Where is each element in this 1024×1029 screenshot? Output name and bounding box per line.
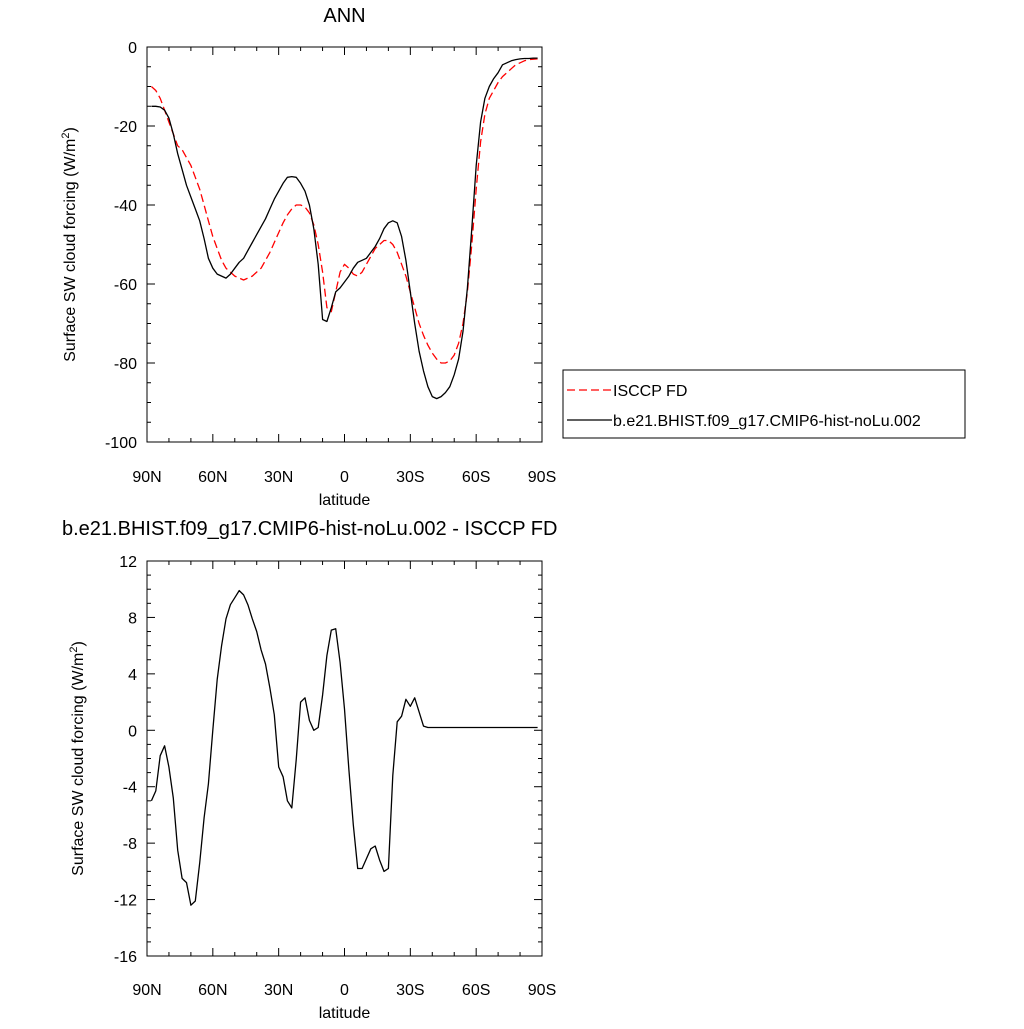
x-tick-label: 60N bbox=[198, 469, 227, 486]
x-tick-label: 60N bbox=[198, 982, 227, 999]
x-axis-label: latitude bbox=[319, 492, 371, 509]
y-tick-label: -60 bbox=[114, 277, 137, 294]
plot-frame bbox=[146, 560, 543, 957]
y-tick-label: 8 bbox=[128, 610, 137, 627]
y-axis-label: Surface SW cloud forcing (W/m2) bbox=[68, 641, 87, 876]
x-tick-label: 0 bbox=[340, 982, 349, 999]
y-tick-label: -16 bbox=[114, 949, 137, 966]
y-tick-label: 12 bbox=[119, 554, 137, 571]
y-axis-label: Surface SW cloud forcing (W/m2) bbox=[60, 127, 79, 362]
y-tick-label: -12 bbox=[114, 893, 137, 910]
x-tick-label: 30N bbox=[264, 469, 293, 486]
x-tick-label: 90S bbox=[528, 469, 556, 486]
y-tick-label: 0 bbox=[128, 723, 137, 740]
legend-label: b.e21.BHIST.f09_g17.CMIP6-hist-noLu.002 bbox=[613, 413, 921, 430]
plot-frame bbox=[146, 46, 543, 443]
series-line-2 bbox=[151, 57, 538, 400]
x-tick-label: 90S bbox=[528, 982, 556, 999]
x-tick-label: 30N bbox=[264, 982, 293, 999]
y-tick-label: -100 bbox=[105, 435, 137, 452]
legend-box bbox=[562, 369, 966, 439]
y-tick-label: -40 bbox=[114, 198, 137, 215]
x-tick-label: 30S bbox=[396, 469, 424, 486]
x-tick-label: 90N bbox=[132, 469, 161, 486]
x-tick-label: 60S bbox=[462, 469, 490, 486]
chart-panel-2: b.e21.BHIST.f09_g17.CMIP6-hist-noLu.002 … bbox=[62, 518, 557, 1022]
chart-title: b.e21.BHIST.f09_g17.CMIP6-hist-noLu.002 … bbox=[62, 518, 557, 540]
legend-label: ISCCP FD bbox=[613, 383, 687, 400]
chart-title: ANN bbox=[323, 5, 365, 27]
y-tick-label: -20 bbox=[114, 119, 137, 136]
legend: ISCCP FD b.e21.BHIST.f09_g17.CMIP6-hist-n… bbox=[562, 369, 966, 439]
x-tick-label: 60S bbox=[462, 982, 490, 999]
y-tick-label: -8 bbox=[123, 836, 137, 853]
series-line-1 bbox=[150, 589, 538, 906]
x-tick-label: 90N bbox=[132, 982, 161, 999]
y-tick-label: 4 bbox=[128, 667, 137, 684]
x-axis-label: latitude bbox=[319, 1005, 371, 1022]
y-tick-label: -4 bbox=[123, 780, 137, 797]
x-tick-label: 0 bbox=[340, 469, 349, 486]
chart-panel-1: ANN 90N 60N 30N 0 30S 60S 90S 0 -20 -40 -60 -80 -100 l… bbox=[60, 5, 966, 509]
y-tick-label: -80 bbox=[114, 356, 137, 373]
x-tick-label: 30S bbox=[396, 982, 424, 999]
series-line-1 bbox=[150, 58, 538, 364]
y-tick-label: 0 bbox=[128, 40, 137, 57]
